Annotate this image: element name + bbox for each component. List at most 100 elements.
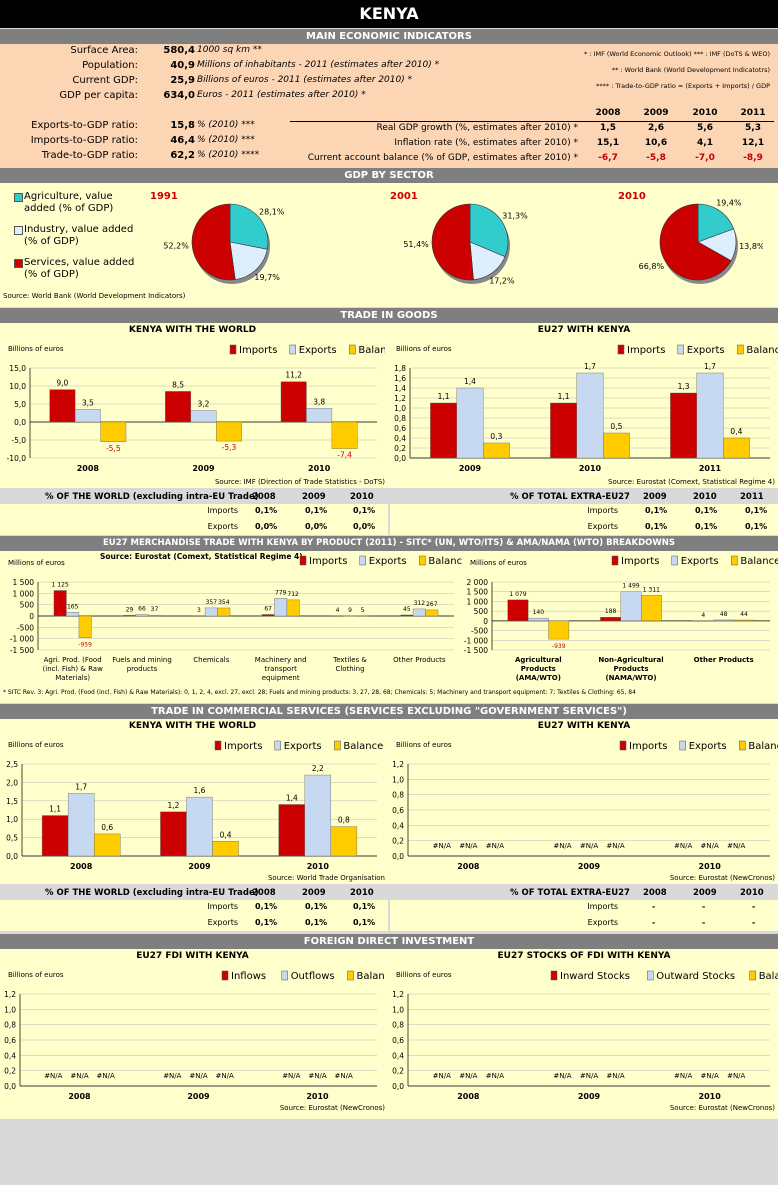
data-label: #N/A xyxy=(674,1072,692,1080)
table-year: 2008 xyxy=(252,492,276,502)
bar xyxy=(278,804,306,857)
y-axis-label: Billions of euros xyxy=(8,971,64,979)
data-label: 1 125 xyxy=(52,582,69,589)
y-tick-label: 1 000 xyxy=(13,589,35,598)
legend-swatch xyxy=(14,259,23,268)
pie-title: 2010 xyxy=(618,191,646,202)
data-label: 165 xyxy=(67,603,79,610)
y-tick-label: 0,2 xyxy=(392,1067,404,1076)
data-label: #N/A xyxy=(216,1072,234,1080)
data-label: 1,7 xyxy=(704,362,716,371)
table-year: 2008 xyxy=(252,888,276,898)
table-row-label: Imports xyxy=(207,902,238,911)
data-label: 1,7 xyxy=(75,782,87,791)
legend-swatch xyxy=(347,970,354,981)
bar xyxy=(306,408,333,423)
indicator-value: 12,1 xyxy=(741,138,765,148)
y-tick-label: 1,0 xyxy=(394,404,406,413)
x-tick-label: Non-Agricultural xyxy=(598,656,663,664)
y-tick-label: 0,0 xyxy=(392,1082,404,1091)
trade-left-source: Source: IMF (Direction of Trade Statisti… xyxy=(214,478,385,486)
table-cell: 0,1% xyxy=(305,902,328,911)
y-tick-label: 0,0 xyxy=(14,418,26,427)
x-tick-label: 2010 xyxy=(699,862,722,871)
legend-label: Outward Stocks xyxy=(656,971,735,982)
bar xyxy=(343,615,357,617)
data-label: 1,1 xyxy=(558,392,570,401)
services-header: TRADE IN COMMERCIAL SERVICES (SERVICES E… xyxy=(0,704,778,719)
mei-value: 25,9 xyxy=(170,75,195,86)
table-year: 2010 xyxy=(693,492,717,502)
y-tick-label: 0,0 xyxy=(4,1082,16,1091)
data-label: 1,7 xyxy=(584,362,596,371)
data-label: 3,8 xyxy=(313,397,325,406)
legend-swatch xyxy=(299,555,307,566)
bar xyxy=(53,590,67,617)
data-label: #N/A xyxy=(308,1072,326,1080)
y-tick-label: 15,0 xyxy=(9,364,26,373)
data-label: 8,5 xyxy=(172,380,184,389)
table-cell: - xyxy=(702,918,706,927)
mei-desc: 1000 sq km ** xyxy=(197,45,262,55)
bar xyxy=(602,432,630,459)
year-label: 2011 xyxy=(740,108,766,118)
bar xyxy=(425,609,439,617)
table-year: 2009 xyxy=(643,492,667,502)
x-tick-label: Clothing xyxy=(335,665,364,673)
bar xyxy=(280,381,307,423)
x-tick-label: 2011 xyxy=(699,464,722,473)
services-right-source: Source: Eurostat (NewCronos) xyxy=(669,874,775,882)
y-tick-label: 500 xyxy=(20,601,35,610)
y-tick-label: -1 500 xyxy=(10,646,34,655)
mei-label: Surface Area: xyxy=(70,45,138,56)
data-label: #N/A xyxy=(44,1072,62,1080)
pie-slice xyxy=(469,241,506,281)
table-cell: 0,1% xyxy=(353,506,376,515)
gdp-pie-chart-1991: 1991 28,1% 19,7% 52,2% xyxy=(150,191,285,284)
data-label: #N/A xyxy=(163,1072,181,1080)
mei-value: 46,4 xyxy=(170,135,195,146)
mei-row: Current GDP: 25,9 Billions of euros - 20… xyxy=(0,75,412,90)
mei-note: ** : World Bank (World Development Indic… xyxy=(611,66,770,74)
indicator-value: 15,1 xyxy=(596,138,620,148)
table-head: % OF TOTAL EXTRA-EU27 xyxy=(510,888,630,898)
bar xyxy=(400,614,414,617)
data-label: 1,1 xyxy=(49,805,61,814)
bar xyxy=(216,421,242,442)
bar xyxy=(713,619,735,622)
indicator-value: 5,6 xyxy=(697,123,713,133)
bar xyxy=(192,615,206,617)
data-label: 4 xyxy=(701,612,705,619)
data-label: 3 xyxy=(197,607,201,614)
pie-title: 2001 xyxy=(390,191,418,202)
y-tick-label: 0,4 xyxy=(392,821,404,830)
indicator-label: Current account balance (% of GDP, estim… xyxy=(307,153,578,163)
data-label: 66 xyxy=(138,606,146,613)
y-tick-label: 1,0 xyxy=(6,815,18,824)
data-label: 1,3 xyxy=(678,382,690,391)
x-tick-label: 2010 xyxy=(579,464,602,473)
y-tick-label: 1,2 xyxy=(394,394,406,403)
data-label: #N/A xyxy=(727,1072,745,1080)
data-label: 1,1 xyxy=(438,392,450,401)
y-tick-label: -1 000 xyxy=(464,636,488,645)
y-tick-label: -5,0 xyxy=(11,436,26,445)
bar xyxy=(330,826,358,857)
x-tick-label: 2008 xyxy=(457,862,480,871)
y-tick-label: 0,8 xyxy=(392,1021,404,1030)
x-tick-label: Machinery and xyxy=(255,656,307,664)
x-tick-label: 2010 xyxy=(699,1092,722,1101)
legend-label: Services, value added (% of GDP) xyxy=(24,257,135,280)
x-tick-label: Products xyxy=(613,665,648,673)
bar xyxy=(527,617,549,622)
data-label: #N/A xyxy=(282,1072,300,1080)
pie-slice xyxy=(229,241,268,280)
pie-slice-label: 13,8% xyxy=(739,242,763,251)
bar xyxy=(696,372,724,459)
legend-swatch xyxy=(274,740,281,751)
x-tick-label: transport xyxy=(264,665,297,673)
pie-slice xyxy=(191,203,236,281)
y-tick-label: 0,4 xyxy=(392,1051,404,1060)
mei-row: Surface Area: 580,4 1000 sq km ** xyxy=(0,45,400,60)
mei-label: Population: xyxy=(82,60,138,71)
